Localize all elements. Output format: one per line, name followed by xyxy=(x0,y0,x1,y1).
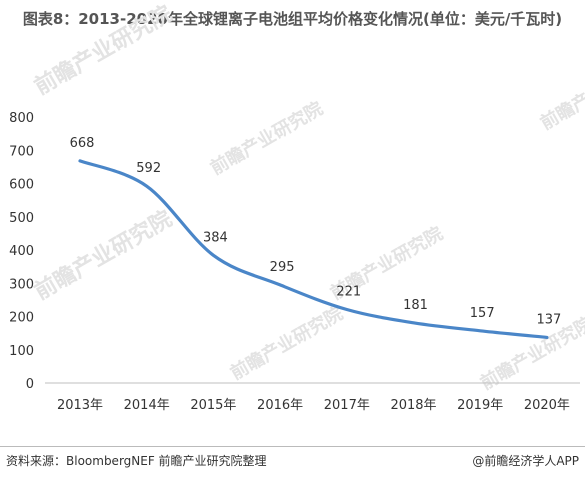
y-tick-label: 400 xyxy=(9,244,34,259)
chart-title-container: 图表8：2013-2020年全球锂离子电池组平均价格变化情况(单位：美元/千瓦时… xyxy=(0,8,585,30)
y-tick-label: 0 xyxy=(26,377,34,392)
data-label: 181 xyxy=(403,298,428,313)
y-tick-label: 800 xyxy=(9,111,34,126)
x-tick-label: 2018年 xyxy=(390,398,436,413)
series-line xyxy=(78,159,549,340)
y-tick-label: 300 xyxy=(9,277,34,292)
source-note: 资料来源：BloombergNEF 前瞻产业研究院整理 xyxy=(6,454,267,468)
data-label: 384 xyxy=(203,230,228,245)
footer-divider xyxy=(0,446,585,447)
x-tick-label: 2013年 xyxy=(57,398,103,413)
y-tick-label: 200 xyxy=(9,311,34,326)
x-tick-label: 2016年 xyxy=(257,398,303,413)
x-tick-label: 2020年 xyxy=(524,398,570,413)
data-label: 295 xyxy=(270,260,295,275)
y-tick-label: 500 xyxy=(9,211,34,226)
series-layer xyxy=(78,159,549,340)
x-tick-label: 2014年 xyxy=(124,398,170,413)
watermark-text: 前瞻产业研究院 xyxy=(207,97,327,179)
y-tick-label: 600 xyxy=(9,178,34,193)
data-label: 592 xyxy=(136,161,161,176)
y-axis: 0 100 200 300 400 500 600 700 800 xyxy=(9,111,34,392)
watermark-text: 前瞻产业研究院 xyxy=(30,206,176,306)
y-tick-label: 100 xyxy=(9,344,34,359)
watermark-text: 前瞻产业研究院 xyxy=(30,1,176,101)
watermark-text: 前瞻产业研究院 xyxy=(227,302,347,384)
data-label: 137 xyxy=(536,312,561,327)
y-tick-label: 700 xyxy=(9,144,34,159)
watermark-text: 前瞻产业研究院 xyxy=(477,312,585,394)
chart-title: 图表8：2013-2020年全球锂离子电池组平均价格变化情况(单位：美元/千瓦时… xyxy=(22,10,563,28)
watermark-text: 前瞻产业研究院 xyxy=(537,52,585,134)
x-tick-label: 2019年 xyxy=(457,398,503,413)
x-tick-label: 2017年 xyxy=(324,398,370,413)
data-label: 157 xyxy=(470,306,495,321)
x-axis: 2013年 2014年 2015年 2016年 2017年 2018年 2019年 2020年 xyxy=(45,382,580,413)
x-tick-label: 2015年 xyxy=(190,398,236,413)
data-labels: 668 592 384 295 221 181 157 137 xyxy=(70,136,562,328)
data-label: 221 xyxy=(336,285,361,300)
credit-note: @前瞻经济学人APP xyxy=(472,454,579,468)
data-label: 668 xyxy=(70,136,95,151)
